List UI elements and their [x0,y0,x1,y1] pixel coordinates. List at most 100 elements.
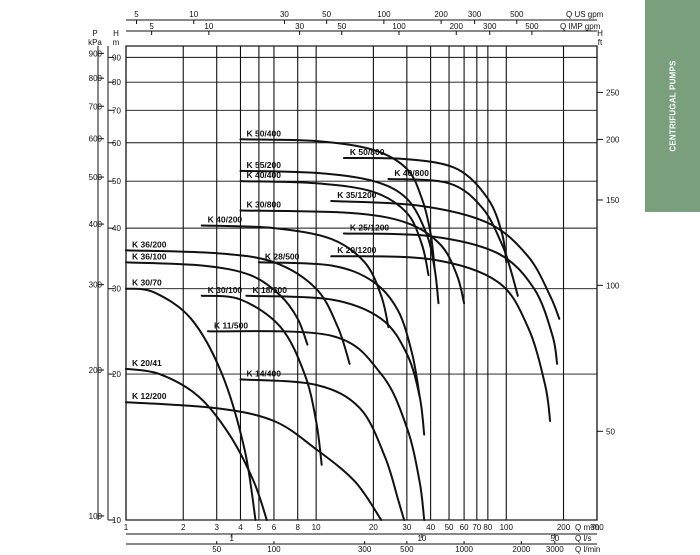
curve-label-k-20-1200: K 20/1200 [337,245,376,255]
tick-label-lmin-300: 300 [358,545,372,554]
axis-usgpm-label: Q US gpm [566,10,604,19]
tick-label-usgpm-500: 500 [510,10,524,19]
curve-k-18-500 [245,294,426,436]
curve-label-k-55-200: K 55/200 [246,160,281,170]
curve-k-20-1200 [330,255,552,422]
tick-label-impgpm-500: 500 [525,22,539,31]
tick-label-m-10: 10 [112,516,121,525]
tick-label-m3h-4: 4 [238,523,243,532]
tick-label-kpa-400: 400 [89,220,103,229]
tick-label-impgpm-200: 200 [450,22,464,31]
axis-m-label-2: m [113,38,120,47]
curve-k-35-1200 [330,200,561,320]
curve-k-40-200 [200,224,390,329]
curve-k-30-100 [200,294,323,466]
tick-label-kpa-600: 600 [89,135,103,144]
tick-label-m3h-60: 60 [460,523,469,532]
curve-k-28-500 [257,261,421,398]
axis-ft-label-2: ft [598,38,603,47]
tick-label-m3h-50: 50 [445,523,454,532]
tick-label-usgpm-100: 100 [377,10,391,19]
curve-k-30-70 [125,287,257,521]
tick-label-ft-50: 50 [606,427,615,436]
tick-label-impgpm-5: 5 [149,22,154,31]
curve-label-k-20-41: K 20/41 [132,358,162,368]
curve-k-30-800 [239,209,466,305]
curve-label-k-25-1200: K 25/1200 [350,222,389,232]
tick-label-ls-50: 50 [550,534,559,543]
curve-label-k-30-70: K 30/70 [132,278,162,288]
curve-label-k-18-500: K 18/500 [252,285,287,295]
curve-label-k-36-200: K 36/200 [132,239,167,249]
plot-frame [125,45,598,521]
tick-label-m-20: 20 [112,370,121,379]
curve-label-k-50-400: K 50/400 [246,128,281,138]
tick-label-m3h-200: 200 [557,523,571,532]
curve-k-55-200 [239,169,440,305]
tick-label-m3h-5: 5 [257,523,262,532]
tick-label-m3h-3: 3 [214,523,219,532]
tick-label-m-50: 50 [112,177,121,186]
section-tab: CENTRIFUGAL PUMPS [645,0,700,212]
tick-label-m-30: 30 [112,285,121,294]
axes: 1020304050607080901002003004005006007008… [88,10,620,554]
tick-label-kpa-500: 500 [89,173,103,182]
axis-m-label-1: H [113,29,119,38]
curve-label-k-35-1200: K 35/1200 [337,190,376,200]
curve-label-k-12-200: K 12/200 [132,391,167,401]
axis-lmin-label: Q l/min [575,545,600,554]
tick-label-usgpm-300: 300 [468,10,482,19]
axis-kpa-label-2: kPa [88,38,102,47]
curve-label-k-40-200: K 40/200 [208,215,243,225]
tick-label-ft-100: 100 [606,281,620,290]
axis-kpa-label-1: P [92,29,97,38]
tick-label-lmin-1000: 1000 [455,545,473,554]
curve-label-k-36-100: K 36/100 [132,251,167,261]
curve-label-k-28-500: K 28/500 [265,251,300,261]
tick-label-m3h-30: 30 [402,523,411,532]
tick-label-lmin-50: 50 [212,545,221,554]
curve-k-20-41 [125,367,268,521]
axis-ft-label-1: H [597,29,603,38]
tick-label-usgpm-10: 10 [189,10,198,19]
tick-label-m3h-100: 100 [500,523,514,532]
tick-label-m3h-1: 1 [124,523,129,532]
curve-label-k-50-800: K 50/800 [350,147,385,157]
tick-label-ls-10: 10 [417,534,426,543]
tick-label-m-70: 70 [112,106,121,115]
tick-label-m3h-40: 40 [426,523,435,532]
axis-m3h-label: Q m³/h [575,523,599,532]
curve-k-36-100 [125,261,309,346]
curve-label-k-30-800: K 30/800 [246,199,281,209]
tick-label-kpa-100: 100 [89,512,103,521]
curve-k-40-400 [239,180,430,277]
curve-k-25-1200 [342,232,559,365]
tick-label-impgpm-50: 50 [337,22,346,31]
tick-label-m3h-10: 10 [312,523,321,532]
tick-label-usgpm-50: 50 [322,10,331,19]
tick-label-lmin-2000: 2000 [512,545,530,554]
tick-label-m3h-8: 8 [295,523,300,532]
tick-label-ft-150: 150 [606,196,620,205]
curve-label-k-30-100: K 30/100 [208,285,243,295]
curve-label-k-40-400: K 40/400 [246,170,281,180]
section-tab-label: CENTRIFUGAL PUMPS [668,60,677,152]
axis-impgpm-label: Q IMP gpm [560,22,601,31]
tick-label-m-60: 60 [112,139,121,148]
tick-label-m3h-6: 6 [272,523,277,532]
curve-k-11-500 [207,330,426,521]
tick-label-ft-250: 250 [606,88,620,97]
tick-label-kpa-800: 800 [89,74,103,83]
tick-label-usgpm-5: 5 [134,10,139,19]
curve-k-50-400 [239,138,436,270]
curve-k-12-200 [125,401,383,521]
tick-label-lmin-500: 500 [400,545,414,554]
tick-label-m3h-20: 20 [369,523,378,532]
tick-label-m-80: 80 [112,78,121,87]
tick-label-lmin-3000: 3000 [546,545,564,554]
tick-label-impgpm-10: 10 [204,22,213,31]
axis-ls-label: Q l/s [575,534,591,543]
tick-label-ls-1: 1 [230,534,235,543]
